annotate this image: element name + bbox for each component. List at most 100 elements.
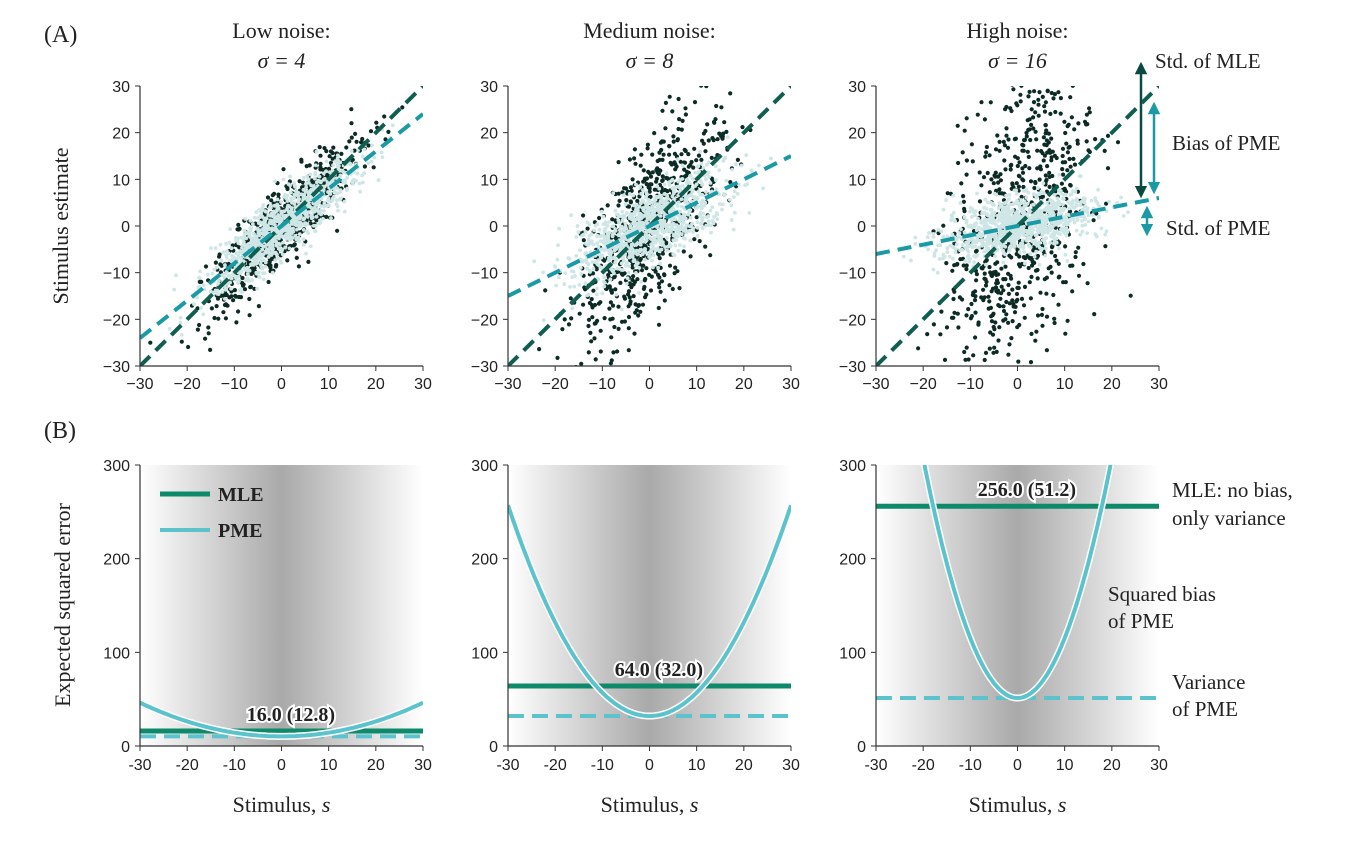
pme-estimate-point (1043, 253, 1048, 258)
mle-estimate-point (344, 145, 349, 150)
mle-estimate-point (1033, 110, 1038, 115)
pme-estimate-point (662, 192, 667, 196)
pme-estimate-point (197, 275, 202, 280)
pme-estimate-point (262, 277, 266, 282)
mle-estimate-point (1016, 184, 1022, 189)
mle-estimate-point (331, 145, 336, 150)
mle-estimate-point (1028, 179, 1034, 184)
pme-estimate-point (679, 232, 684, 237)
pme-estimate-point (611, 232, 615, 237)
pme-estimate-point (276, 256, 280, 261)
pme-estimate-point (1096, 187, 1100, 192)
pme-estimate-point (1044, 218, 1048, 223)
pme-estimate-point (1024, 189, 1029, 194)
pme-estimate-point (1085, 210, 1090, 215)
pme-estimate-point (705, 215, 709, 220)
pme-estimate-point (321, 188, 326, 193)
pme-estimate-point (602, 275, 606, 280)
pme-estimate-point (1007, 238, 1012, 243)
mle-estimate-point (1014, 101, 1019, 106)
pme-estimate-point (695, 164, 700, 169)
x-tick-label: 10 (1056, 376, 1074, 393)
x-tick-label: −20 (910, 376, 937, 393)
y-tick-label: 300 (839, 458, 866, 475)
pme-estimate-point (288, 231, 292, 236)
pme-estimate-point (1057, 199, 1061, 204)
pme-estimate-point (621, 215, 626, 220)
mle-estimate-point (642, 284, 647, 290)
pme-estimate-point (643, 247, 648, 252)
mle-estimate-point (318, 161, 323, 166)
pme-estimate-point (209, 246, 213, 251)
pme-estimate-point (1107, 199, 1111, 204)
mle-estimate-point (1021, 143, 1026, 148)
mle-estimate-point (593, 357, 598, 362)
pme-estimate-point (697, 169, 701, 174)
pme-estimate-point (688, 238, 692, 243)
pme-estimate-point (757, 163, 761, 168)
panel-title-line1: High noise: (966, 18, 1068, 43)
mle-estimate-point (256, 304, 261, 309)
pme-estimate-point (572, 284, 577, 289)
pme-estimate-point (585, 266, 589, 271)
pme-estimate-point (1078, 174, 1083, 179)
pme-estimate-point (260, 206, 265, 211)
pme-estimate-point (244, 236, 249, 241)
pme-estimate-point (1001, 243, 1006, 248)
mle-estimate-point (616, 203, 621, 208)
mle-estimate-point (641, 168, 646, 173)
pme-estimate-point (685, 181, 689, 186)
pme-estimate-point (642, 224, 647, 229)
mle-estimate-point (969, 142, 975, 147)
pme-estimate-point (575, 224, 580, 228)
legend-pme-label: PME (218, 520, 262, 542)
mle-estimate-point (708, 253, 713, 258)
mle-estimate-point (976, 320, 981, 325)
mle-estimate-point (670, 286, 675, 292)
x-tick-label: −30 (494, 376, 521, 393)
mle-estimate-point (1072, 162, 1078, 167)
mle-estimate-point (719, 134, 724, 139)
pme-estimate-point (657, 202, 662, 206)
mle-estimate-point (970, 292, 976, 298)
pme-estimate-point (684, 196, 689, 201)
pme-estimate-point (304, 251, 308, 256)
pme-estimate-point (695, 234, 700, 238)
pme-estimate-point (275, 209, 279, 213)
mle-estimate-point (692, 146, 697, 151)
panel-label-b: (B) (44, 418, 76, 444)
mle-estimate-point (979, 265, 984, 271)
pme-estimate-point (642, 205, 647, 210)
annotation-mle-line2: only variance (1172, 506, 1286, 530)
pme-estimate-point (301, 237, 306, 242)
pme-estimate-point (218, 242, 223, 247)
pme-estimate-point (991, 214, 996, 218)
mle-estimate-point (611, 350, 616, 355)
mle-estimate-point (682, 160, 688, 165)
pme-estimate-point (985, 226, 990, 231)
pme-estimate-point (293, 193, 298, 197)
x-tick-label: -10 (223, 757, 246, 774)
pme-estimate-point (661, 243, 665, 247)
y-tick-label: 300 (103, 458, 130, 475)
pme-estimate-point (624, 226, 629, 231)
mle-estimate-point (1067, 156, 1072, 162)
pme-estimate-point (640, 198, 645, 203)
pme-estimate-point (680, 217, 685, 222)
mle-estimate-point (1039, 149, 1044, 154)
pme-estimate-point (720, 207, 724, 212)
x-tick-label: 20 (1103, 376, 1121, 393)
mle-estimate-point (1071, 156, 1076, 161)
pme-estimate-point (925, 235, 930, 240)
mle-estimate-point (994, 349, 999, 354)
mle-estimate-point (1073, 250, 1078, 255)
mle-estimate-point (677, 286, 682, 291)
pme-estimate-point (669, 179, 674, 183)
mle-estimate-point (1026, 94, 1031, 99)
y-tick-label: 100 (839, 645, 866, 662)
pme-estimate-point (646, 215, 650, 220)
pme-estimate-point (231, 254, 235, 259)
mle-estimate-point (628, 185, 634, 190)
mle-estimate-point (988, 100, 993, 105)
pme-estimate-point (1032, 254, 1037, 259)
